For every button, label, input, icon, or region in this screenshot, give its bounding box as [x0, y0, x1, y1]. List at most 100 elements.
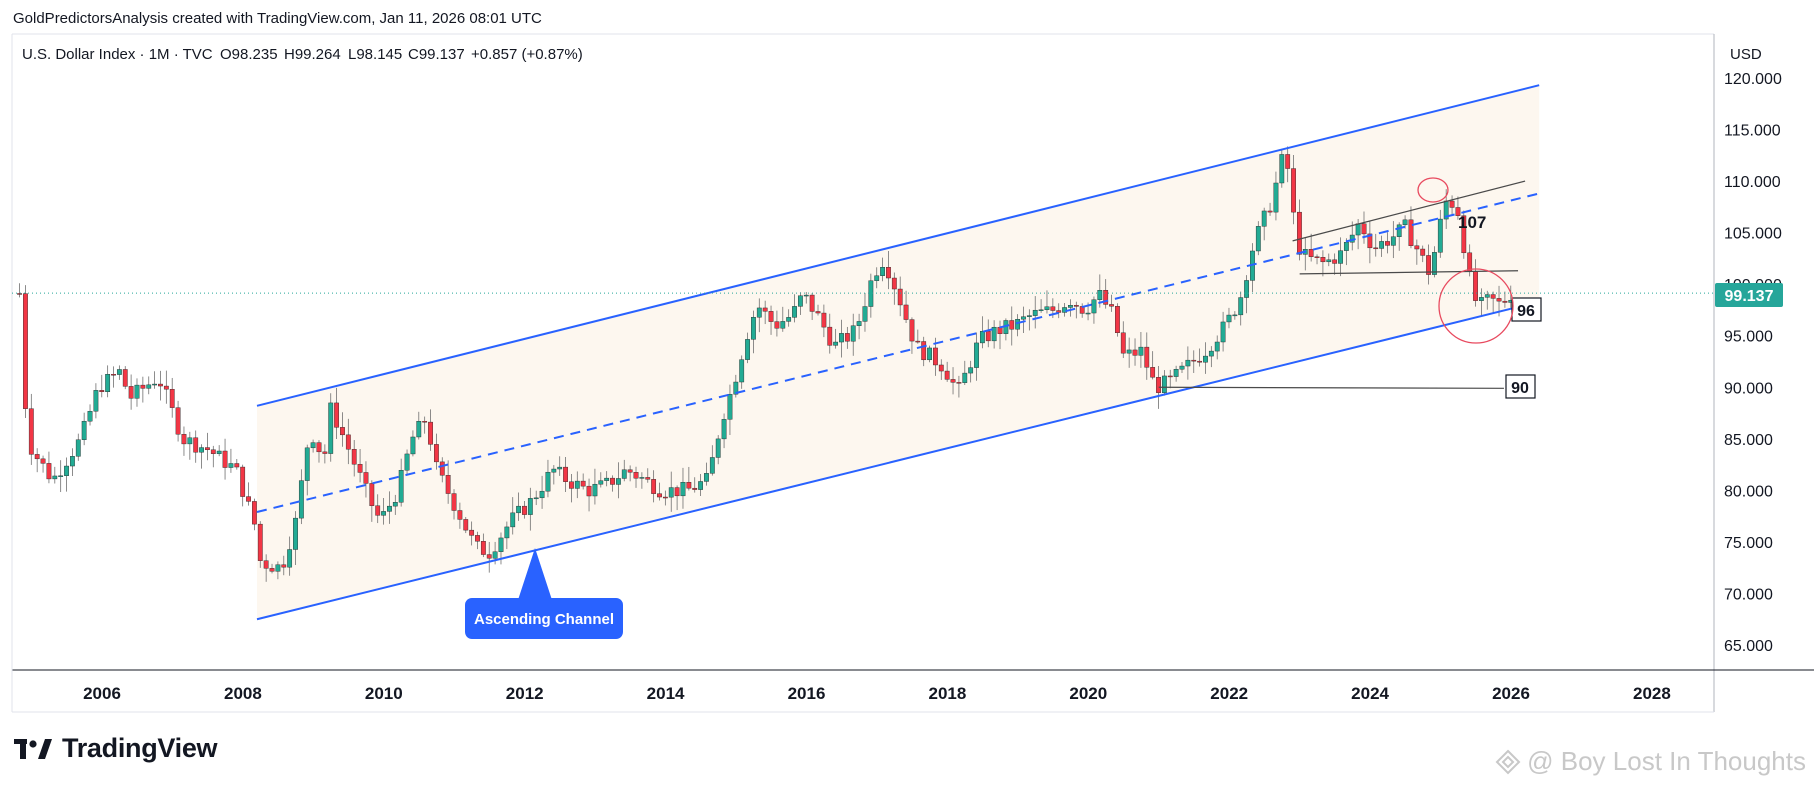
candle — [815, 304, 821, 316]
candle-body-down — [175, 407, 181, 435]
candle-body-down — [938, 364, 944, 372]
candle-body-down — [886, 267, 891, 279]
candle-body-up — [615, 478, 621, 485]
candle-body-up — [1220, 321, 1226, 343]
candle-body-down — [821, 312, 827, 328]
candle-body-down — [909, 319, 915, 342]
candle-body-up — [797, 295, 803, 307]
candle — [615, 462, 621, 499]
candle-body-down — [369, 483, 375, 506]
candle — [1314, 254, 1320, 265]
candle — [809, 292, 815, 321]
candle — [357, 448, 363, 483]
candle-body-up — [850, 325, 856, 342]
candle — [287, 536, 293, 576]
candle-body-up — [392, 502, 398, 507]
time-scale[interactable]: 2006 2008 2010 2012 2014 2016 2018 2020 2022 2024… — [83, 684, 1671, 703]
candle — [216, 445, 222, 457]
candle — [1021, 306, 1026, 334]
candle-body-down — [915, 340, 921, 343]
candle-body-down — [269, 568, 275, 572]
time-tick-label: 2010 — [365, 684, 403, 703]
candle-body-up — [398, 470, 404, 503]
candle-body-up — [1390, 236, 1396, 246]
candle — [17, 283, 22, 298]
candle-body-up — [527, 498, 533, 515]
candle-body-up — [64, 465, 69, 476]
candle-body-up — [1032, 309, 1038, 316]
callout-pointer — [518, 548, 552, 600]
candle-body-down — [111, 374, 116, 376]
candle-body-down — [252, 501, 257, 525]
candle-body-down — [580, 480, 586, 487]
candle — [1068, 299, 1073, 317]
candle — [1461, 210, 1467, 259]
candle — [70, 448, 75, 477]
level-90-marker: 90 — [1505, 374, 1536, 399]
candle-body-up — [833, 341, 839, 346]
candle — [234, 458, 240, 470]
candle — [991, 320, 997, 349]
candle — [328, 393, 334, 462]
candle-body-down — [1496, 298, 1502, 302]
channel-fill-layer — [256, 85, 1540, 620]
candle-body-up — [1226, 314, 1232, 323]
legend-low: L98.145 — [348, 46, 402, 63]
candle-body-down — [985, 331, 991, 342]
drawing-lines-layer — [12, 84, 1714, 621]
candle-body-up — [1091, 299, 1097, 314]
candle — [28, 393, 34, 465]
candle-body-up — [856, 321, 862, 326]
candle — [187, 431, 193, 460]
candle — [81, 412, 87, 446]
candle — [1191, 350, 1197, 373]
candle-body-up — [780, 321, 786, 329]
candle — [698, 474, 703, 496]
candle — [927, 345, 932, 363]
tradingview-brand[interactable]: TradingView — [14, 733, 218, 764]
level-96-box — [1511, 297, 1542, 322]
candle-body-up — [704, 473, 709, 482]
candle — [1161, 370, 1167, 396]
candle — [1285, 146, 1291, 183]
candle — [1009, 306, 1015, 346]
candle — [516, 492, 521, 521]
candle — [504, 521, 510, 550]
price-scale[interactable]: 65.000 70.000 75.000 80.000 85.000 90.000 95.0… — [1724, 71, 1782, 655]
time-tick-label: 2014 — [647, 684, 685, 703]
legend-symbol[interactable]: U.S. Dollar Index · 1M · TVC — [22, 46, 213, 63]
candle-body-down — [815, 311, 821, 314]
candle — [627, 465, 633, 482]
candle-body-up — [410, 436, 416, 455]
currency-label[interactable]: USD — [1730, 46, 1762, 63]
candle — [169, 377, 175, 418]
candle-body-up — [786, 317, 792, 322]
candle-body-up — [298, 480, 304, 519]
candle — [1414, 239, 1420, 265]
candle — [903, 290, 909, 323]
candle — [1103, 279, 1109, 309]
candle — [774, 310, 780, 337]
legend-change: +0.857 (+0.87%) — [471, 46, 583, 63]
candle-body-up — [715, 438, 721, 458]
diamond-logo-icon — [1495, 749, 1521, 774]
candle-body-up — [1273, 182, 1279, 213]
candle — [956, 375, 962, 398]
candle — [263, 554, 269, 582]
channel-lower-line — [256, 300, 1540, 621]
candle — [369, 480, 375, 522]
candle-body-down — [240, 466, 246, 497]
candle — [709, 445, 715, 476]
candle-body-up — [146, 384, 152, 389]
candle-body-down — [651, 479, 657, 494]
candle — [1420, 245, 1426, 263]
candle — [410, 430, 416, 457]
candle — [304, 444, 310, 496]
candle — [457, 502, 463, 529]
callout-box — [465, 598, 623, 639]
candle — [404, 449, 410, 476]
candle-body-up — [668, 487, 674, 498]
candle — [345, 418, 351, 465]
candle-body-down — [363, 472, 369, 484]
